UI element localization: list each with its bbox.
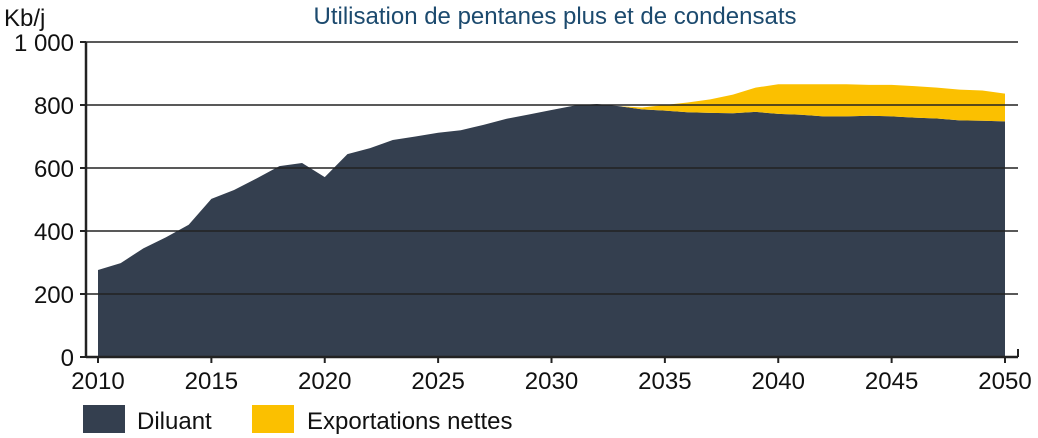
y-tick-label: 600: [34, 156, 74, 183]
x-tick-label: 2030: [525, 368, 578, 395]
x-tick-label: 2050: [978, 368, 1031, 395]
x-tick-label: 2035: [638, 368, 691, 395]
area-exportations-nettes: [98, 84, 1005, 271]
y-tick-label: 0: [61, 345, 74, 372]
y-tick-label: 200: [34, 282, 74, 309]
x-tick-label: 2010: [71, 368, 124, 395]
chart-title: Utilisation de pentanes plus et de conde…: [314, 3, 797, 30]
x-tick-label: 2020: [298, 368, 351, 395]
legend-swatch-exportations-nettes: [252, 405, 294, 433]
x-tick-label: 2040: [752, 368, 805, 395]
x-tick-label: 2045: [865, 368, 918, 395]
x-tick-label: 2025: [411, 368, 464, 395]
y-tick-label: 800: [34, 93, 74, 120]
legend-label-diluant: Diluant: [137, 408, 212, 435]
legend-label-exportations-nettes: Exportations nettes: [307, 408, 512, 435]
y-axis-label: Kb/j: [4, 5, 45, 32]
y-tick-label: 400: [34, 219, 74, 246]
y-tick-label: 1 000: [14, 30, 74, 57]
x-tick-label: 2015: [185, 368, 238, 395]
legend-swatch-diluant: [83, 405, 125, 433]
